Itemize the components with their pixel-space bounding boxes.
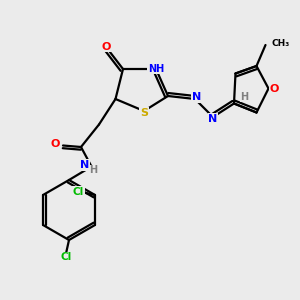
Text: O: O xyxy=(51,139,60,149)
Text: H: H xyxy=(89,165,97,175)
Text: N: N xyxy=(192,92,201,103)
Text: CH₃: CH₃ xyxy=(272,39,290,48)
Text: S: S xyxy=(140,107,148,118)
Text: N: N xyxy=(80,160,89,170)
Text: O: O xyxy=(269,83,279,94)
Text: Cl: Cl xyxy=(60,252,72,262)
Text: Cl: Cl xyxy=(73,187,84,197)
Text: NH: NH xyxy=(148,64,164,74)
Text: N: N xyxy=(208,113,217,124)
Text: H: H xyxy=(240,92,249,102)
Text: O: O xyxy=(102,41,111,52)
